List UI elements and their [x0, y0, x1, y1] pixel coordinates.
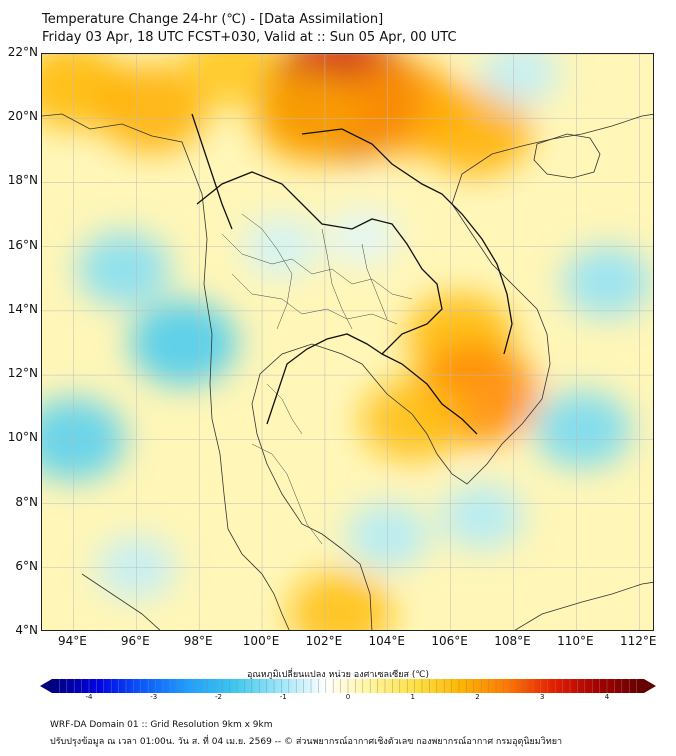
field-anomaly-3	[420, 86, 532, 176]
colorbar-tick-label: -1	[279, 693, 287, 701]
colorbar-tick-label: -3	[150, 693, 158, 701]
chart-subtitle: Friday 03 Apr, 18 UTC FCST+030, Valid at…	[42, 30, 457, 45]
coastline-sumatra	[81, 573, 161, 630]
field-anomaly-15	[562, 245, 653, 318]
lat-tick-label: 10°N	[7, 430, 38, 445]
colorbar-title: อุณหภูมิเปลี่ยนแปลง หน่วย องศาเซลเซียส (…	[246, 670, 430, 680]
field-anomaly-11	[129, 300, 238, 386]
map-frame	[41, 53, 654, 631]
footer-model-info: WRF-DA Domain 01 :: Grid Resolution 9km …	[50, 720, 273, 730]
temperature-field	[42, 54, 653, 630]
border-myanmar	[191, 113, 233, 230]
colorbar-tick-label: -4	[85, 693, 93, 701]
province-boundaries	[221, 213, 413, 545]
colorbar-tick-label: 0	[345, 693, 351, 701]
field-anomaly-19	[326, 208, 399, 267]
lon-tick-label: 96°E	[120, 634, 150, 648]
lon-tick-label: 98°E	[183, 634, 213, 648]
lat-tick-label: 22°N	[7, 45, 38, 59]
field-anomaly-9	[360, 378, 465, 462]
colorbar-tick-label: 3	[540, 693, 545, 701]
colorbar	[40, 679, 656, 693]
coastlines	[42, 113, 653, 630]
lat-tick-label: 4°N	[15, 623, 38, 637]
coastline-mainland	[42, 113, 653, 630]
field-anomaly-13	[76, 231, 171, 307]
lon-tick-label: 110°E	[557, 634, 594, 648]
border-laos-vietnam	[301, 128, 513, 355]
field-anomaly-17	[480, 54, 560, 106]
lon-tick-label: 94°E	[57, 634, 87, 648]
lat-tick-label: 16°N	[7, 237, 38, 252]
lon-tick-label: 102°E	[305, 634, 343, 648]
border-cambodia-vietnam	[381, 353, 478, 435]
coastline-borneo	[514, 581, 653, 630]
lat-tick-label: 8°N	[15, 494, 38, 509]
lat-tick-label: 20°N	[7, 109, 38, 124]
lon-tick-label: 100°E	[242, 634, 280, 648]
colorbar-tick-label: 4	[604, 693, 610, 701]
border-thailand	[196, 171, 443, 425]
field-anomaly-10	[288, 571, 393, 630]
graticule	[42, 54, 653, 630]
field-anomaly-14	[534, 390, 632, 469]
lat-tick-label: 14°N	[7, 301, 38, 316]
lat-tick-label: 18°N	[7, 173, 38, 188]
field-anomaly-16	[440, 483, 524, 550]
lon-tick-label: 112°E	[620, 634, 657, 648]
coastline-hainan	[533, 133, 601, 179]
lat-tick-label: 6°N	[15, 558, 38, 573]
country-borders	[191, 113, 513, 435]
colorbar-tick-label: -2	[215, 693, 222, 701]
field-anomaly-6	[180, 54, 281, 108]
colorbar-divisions	[59, 679, 637, 693]
colorbar-min-arrow	[40, 679, 52, 693]
colorbar-tick-label: 2	[475, 693, 480, 701]
field-anomaly-5	[96, 64, 208, 153]
footer-credit: ปรับปรุงข้อมูล ณ เวลา 01:00น. วัน ส. ที่…	[50, 737, 563, 747]
chart-title: Temperature Change 24-hr (℃) - [Data Ass…	[42, 12, 384, 27]
lon-tick-label: 106°E	[431, 634, 468, 648]
lat-tick-label: 12°N	[7, 366, 38, 381]
colorbar-tick-label: 1	[410, 693, 415, 701]
lon-tick-label: 108°E	[494, 634, 531, 648]
map-canvas	[42, 54, 653, 630]
lon-tick-label: 104°E	[368, 634, 406, 648]
colorbar-max-arrow	[644, 679, 656, 693]
